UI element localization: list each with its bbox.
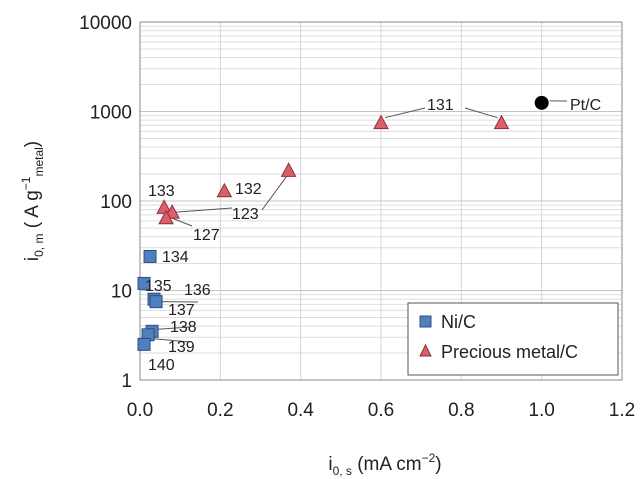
legend-ni-c-marker: [419, 315, 432, 328]
annotation-label: 134: [162, 249, 189, 266]
annotation-leader: [170, 217, 193, 227]
x-tick-label: 0.6: [368, 400, 394, 421]
x-axis-title-sup: −2: [422, 451, 436, 465]
x-axis-title-rest: (mA cm: [352, 454, 422, 475]
pt-c-point: [534, 95, 549, 110]
axes: [139, 21, 623, 381]
precious-metal-point: [216, 182, 233, 198]
y-tick-labels: 1 10 100 1000 10000: [79, 13, 132, 392]
x-tick-label: 0.4: [287, 400, 314, 421]
annotation-label: 132: [235, 181, 262, 198]
x-tick-label: 1.0: [528, 400, 554, 421]
annotation-label: 136: [184, 282, 211, 299]
legend-precious-marker: [419, 343, 432, 357]
y-axis-title-rest: ( A g: [22, 190, 43, 233]
y-axis-title-main: i: [22, 257, 43, 261]
legend-box: [407, 302, 619, 376]
annotation-label: Pt/C: [570, 97, 601, 114]
annotation-label: 133: [148, 183, 175, 200]
ni-c-point: [137, 337, 151, 351]
annotation-label: 127: [193, 227, 220, 244]
annotation-label: 123: [232, 206, 259, 223]
y-tick-label: 10000: [79, 13, 132, 34]
ni-c-point: [137, 276, 151, 290]
y-tick-label: 1: [121, 371, 132, 392]
annotation-leader: [176, 207, 233, 213]
x-tick-label: 0.2: [207, 400, 233, 421]
x-axis-title-main: i: [328, 454, 332, 475]
precious-metal-point: [280, 162, 297, 177]
y-axis-title-sub2: metal: [32, 147, 46, 176]
y-tick-label: 100: [100, 192, 132, 213]
annotation-leader: [261, 176, 288, 211]
y-axis-title-end: ): [22, 141, 43, 147]
ni-c-point: [149, 295, 163, 309]
annotation-leader: [464, 107, 498, 119]
x-tick-labels: 0.0 0.2 0.4 0.6 0.8 1.0 1.2: [127, 400, 635, 421]
annotation-label: 135: [145, 278, 172, 295]
x-tick-label: 0.8: [448, 400, 474, 421]
x-axis-title-end: ): [435, 454, 441, 475]
annotation-leaders: [153, 100, 568, 343]
y-axis-title: i0, m ( A g−1metal): [19, 141, 46, 261]
y-tick-label: 10: [111, 282, 132, 303]
legend-precious-label: Precious metal/C: [441, 342, 578, 362]
annotation-label: 137: [168, 302, 195, 319]
ni-c-point: [143, 249, 157, 263]
y-axis-title-sup: −1: [19, 176, 33, 190]
annotation-label: 138: [170, 319, 197, 336]
legend: Ni/C Precious metal/C: [407, 302, 619, 376]
annotation-leader: [158, 326, 191, 330]
precious-metal-point: [373, 114, 389, 130]
x-tick-label: 0.0: [127, 400, 153, 421]
x-axis-title-sub: 0, s: [333, 464, 352, 478]
precious-metal-point: [156, 199, 172, 214]
data-points: [137, 95, 549, 351]
annotation-label: 140: [148, 357, 175, 374]
annotation-label: 131: [427, 97, 454, 114]
precious-metal-point: [158, 209, 174, 225]
x-axis-title: i0, s (mA cm−2): [328, 451, 441, 478]
legend-ni-c-label: Ni/C: [441, 312, 476, 332]
plot-frame: [139, 21, 623, 381]
y-tick-label: 1000: [90, 103, 132, 124]
y-axis-title-sub: 0, m: [32, 234, 46, 257]
precious-metal-point: [493, 114, 510, 130]
annotation-leader: [153, 338, 191, 343]
annotation-label: 139: [168, 339, 195, 356]
x-tick-label: 1.2: [609, 400, 635, 421]
annotation-leader: [384, 107, 426, 119]
